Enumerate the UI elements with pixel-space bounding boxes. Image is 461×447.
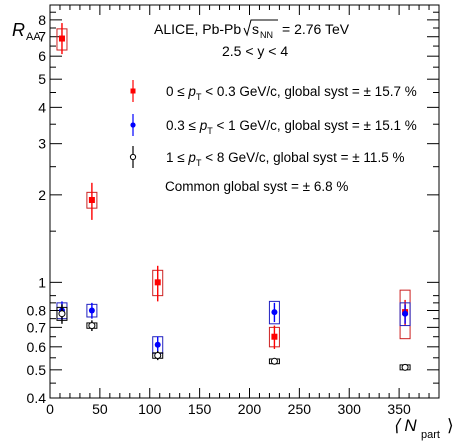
data-point — [268, 300, 280, 325]
x-tick-labels: 0 50 100 150 200 250 300 350 — [46, 401, 411, 417]
y-tick-label: 0.6 — [27, 339, 47, 355]
marker — [58, 35, 65, 42]
legend-marker — [129, 153, 137, 161]
legend-marker — [130, 122, 136, 128]
marker — [88, 322, 96, 330]
y-tick-labels: 0.4 0.5 0.6 0.70.8 1 2 3 4 5 6 78 — [27, 12, 47, 406]
x-tick-label: 350 — [387, 401, 411, 417]
data-point — [56, 304, 68, 324]
y-tick-label: 0.4 — [27, 390, 47, 406]
marker — [154, 279, 161, 286]
syst-box — [268, 300, 280, 325]
title-sqrt: s — [252, 21, 259, 37]
marker — [270, 357, 278, 365]
data-point — [152, 265, 164, 302]
marker — [271, 333, 278, 340]
legend-label: 0 ≤ pT < 0.3 GeV/c, global syst = ± 15.7… — [166, 84, 417, 102]
data-point — [268, 357, 280, 365]
syst-box — [399, 302, 411, 327]
marker — [402, 310, 409, 317]
title-line2: 2.5 < y < 4 — [222, 43, 288, 59]
y-tick-label: 0.5 — [27, 362, 47, 378]
x-tick-label: 250 — [288, 401, 312, 417]
data-point — [152, 351, 164, 361]
y-tick-label: 3 — [38, 136, 46, 152]
marker — [401, 363, 409, 371]
x-tick-label: 150 — [188, 401, 212, 417]
y-tick-label: 5 — [38, 71, 46, 87]
y-tick-label: 0.8 — [27, 303, 47, 319]
legend-label: 0.3 ≤ pT < 1 GeV/c, global syst = ± 15.1… — [166, 118, 417, 136]
y-axis-label: R — [12, 20, 25, 40]
marker — [154, 352, 162, 360]
x-tick-label: 50 — [92, 401, 108, 417]
legend-label: 1 ≤ pT < 8 GeV/c, global syst = ± 11.5 % — [166, 150, 404, 168]
y-tick-label: 1 — [38, 274, 46, 290]
legend-entry: 1 ≤ pT < 8 GeV/c, global syst = ± 11.5 % — [129, 146, 404, 168]
legend: 0 ≤ pT < 0.3 GeV/c, global syst = ± 15.7… — [129, 80, 417, 168]
x-axis-label-end: ⟩ — [447, 416, 454, 435]
data-point — [152, 336, 164, 354]
sqrt-icon — [243, 19, 278, 37]
x-tick-label: 100 — [138, 401, 162, 417]
x-tick-label: 0 — [46, 401, 54, 417]
data-point — [86, 320, 98, 332]
common-syst: Common global syst = ± 6.8 % — [165, 179, 348, 194]
legend-marker — [130, 88, 136, 94]
y-tick-label: 7 — [38, 29, 46, 45]
y-tick-label: 2 — [38, 187, 46, 203]
title-line1: ALICE, Pb-Pb — [154, 21, 241, 37]
data-point — [86, 182, 98, 220]
y-tick-label: 6 — [38, 48, 46, 64]
legend-entry: 0 ≤ pT < 0.3 GeV/c, global syst = ± 15.7… — [130, 80, 417, 102]
data-point — [399, 302, 411, 327]
y-axis-label-sub: AA — [26, 31, 41, 43]
x-tick-label: 300 — [338, 401, 362, 417]
title-sqrt-sub: NN — [260, 30, 273, 40]
marker — [88, 307, 95, 314]
data-points — [56, 23, 411, 371]
legend-entry: 0.3 ≤ pT < 1 GeV/c, global syst = ± 15.1… — [130, 114, 417, 136]
marker — [154, 341, 161, 348]
data-point — [86, 302, 98, 319]
x-axis-label-sub: part — [421, 429, 440, 441]
marker — [58, 310, 66, 318]
x-tick-label: 200 — [238, 401, 262, 417]
data-point — [268, 325, 280, 349]
axis-ticks — [49, 5, 439, 399]
title-energy: = 2.76 TeV — [282, 21, 350, 37]
y-tick-label: 0.7 — [27, 319, 47, 335]
y-tick-label: 8 — [38, 12, 46, 28]
marker — [88, 197, 95, 204]
x-axis-label: ⟨ N — [393, 416, 417, 435]
data-point — [399, 363, 411, 371]
y-tick-label: 4 — [38, 99, 46, 115]
data-point — [56, 23, 68, 55]
marker — [271, 309, 278, 316]
plot-frame — [49, 4, 440, 399]
